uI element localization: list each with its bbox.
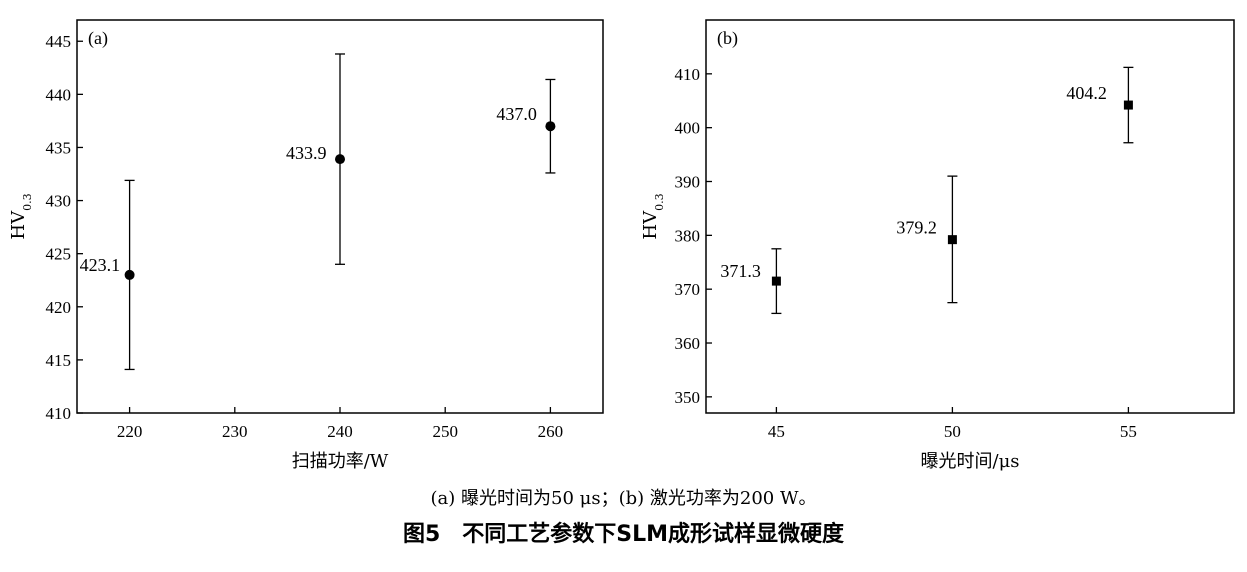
y-axis-title: HV0.3 — [640, 193, 666, 239]
y-tick-label: 430 — [46, 192, 72, 211]
y-tick-label: 410 — [675, 65, 701, 84]
data-point — [771, 276, 781, 286]
data-label: 371.3 — [720, 261, 761, 281]
plot-frame — [705, 19, 1235, 414]
x-tick-label: 50 — [944, 422, 961, 441]
chart-panel-b: 350 360 370 380 390 400 410 45 50 55 (b) 曝光时间/μs HV0… — [640, 19, 1235, 472]
y-tick-label: 360 — [675, 334, 701, 353]
panel-tag: (a) — [88, 28, 108, 49]
y-tick-label: 445 — [46, 32, 72, 51]
figure-subcaption: (a) 曝光时间为50 μs；(b) 激光功率为200 W。 — [430, 488, 817, 509]
data-point — [545, 121, 556, 132]
y-tick-label: 410 — [46, 404, 72, 423]
y-tick-label: 420 — [46, 298, 72, 317]
y-axis-title-subscript: 0.3 — [653, 193, 666, 211]
x-axis-title: 曝光时间/μs — [921, 451, 1020, 472]
y-axis-title-main: HV — [640, 210, 661, 240]
data-point — [947, 235, 957, 245]
y-tick-label: 380 — [675, 226, 701, 245]
y-tick-label: 400 — [675, 119, 701, 138]
y-tick-label: 370 — [675, 280, 701, 299]
figure-title: 不同工艺参数下SLM成形试样显微硬度 — [462, 522, 845, 547]
y-axis-title-subscript: 0.3 — [21, 193, 34, 211]
y-tick-label: 390 — [675, 173, 701, 192]
chart-panel-a: 410 415 420 425 430 435 440 445 220 230 240 250 260 (… — [8, 19, 604, 472]
x-tick-label: 250 — [432, 422, 458, 441]
data-point — [1123, 100, 1133, 110]
y-tick-label: 435 — [46, 138, 72, 157]
data-label: 423.1 — [80, 255, 121, 275]
data-label: 379.2 — [896, 218, 937, 238]
y-axis-title: HV0.3 — [8, 193, 34, 239]
data-label: 437.0 — [496, 104, 537, 124]
data-point — [335, 154, 345, 165]
panel-tag: (b) — [717, 28, 738, 49]
figure-number: 图5 — [402, 522, 441, 547]
data-point — [124, 269, 135, 280]
y-tick-label: 440 — [46, 85, 72, 104]
x-tick-label: 220 — [117, 422, 143, 441]
x-tick-label: 230 — [222, 422, 248, 441]
x-tick-label: 55 — [1120, 422, 1137, 441]
x-tick-label: 240 — [327, 422, 353, 441]
x-tick-label: 260 — [538, 422, 564, 441]
y-tick-label: 350 — [675, 388, 701, 407]
x-axis-title: 扫描功率/W — [292, 451, 389, 472]
y-axis-title-main: HV — [8, 210, 29, 240]
data-label: 433.9 — [286, 143, 327, 163]
figure-caption: 图5 不同工艺参数下SLM成形试样显微硬度 — [0, 516, 1247, 548]
data-label: 404.2 — [1066, 83, 1107, 103]
y-tick-label: 415 — [46, 351, 72, 370]
x-tick-label: 45 — [768, 422, 785, 441]
y-tick-label: 425 — [46, 245, 72, 264]
